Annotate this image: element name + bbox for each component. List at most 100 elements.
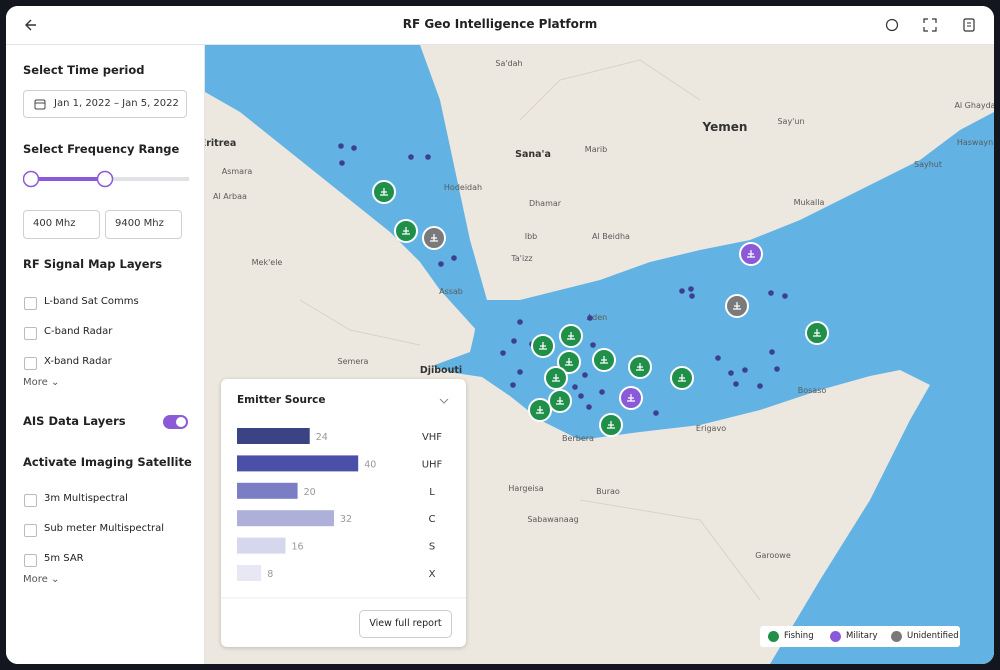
section-title: RF Signal Map Layers: [23, 257, 163, 271]
place-label: Al Beidha: [592, 232, 630, 241]
chat-button[interactable]: [885, 18, 899, 32]
signal-dot: [587, 315, 593, 321]
frequency-min[interactable]: 400 Mhz: [23, 210, 100, 239]
signal-dot: [689, 293, 695, 299]
marker-icon: [600, 356, 608, 364]
category-label: L: [429, 487, 435, 498]
border-lines: [299, 59, 761, 601]
checkbox[interactable]: [24, 554, 37, 567]
more-link[interactable]: More ⌄: [23, 574, 60, 585]
marker-icon: [627, 394, 635, 402]
checkbox[interactable]: [24, 297, 37, 310]
bar: [237, 482, 298, 499]
place-label: Yemen: [702, 120, 748, 134]
header: RF Geo Intelligence Platform: [6, 6, 994, 45]
more-link[interactable]: More ⌄: [23, 377, 60, 388]
section-title: Select Frequency Range: [23, 142, 180, 156]
marker-icon: [607, 421, 615, 429]
place-label: Sayhut: [914, 160, 942, 169]
marker-icon: [678, 374, 686, 382]
bar: [237, 510, 334, 527]
value-label: 20: [304, 487, 316, 498]
signal-dot: [742, 367, 748, 373]
legend-swatch: [768, 631, 779, 642]
checkbox-label: L-band Sat Comms: [44, 296, 139, 307]
signal-dot: [572, 384, 578, 390]
place-label: Burao: [596, 487, 620, 496]
signal-dot: [500, 350, 506, 356]
more-text: More: [23, 377, 48, 388]
marker-icon: [552, 374, 560, 382]
place-label: Al Ghayda: [954, 101, 994, 110]
category-label: X: [429, 569, 436, 580]
checkbox-label: 5m SAR: [44, 553, 84, 564]
view-report-button[interactable]: View full report: [359, 610, 452, 638]
bar: [237, 537, 286, 554]
marker-icon: [380, 188, 388, 196]
signal-dot: [451, 255, 457, 261]
signal-dot: [653, 410, 659, 416]
signal-dot: [688, 286, 694, 292]
signal-dot: [517, 369, 523, 375]
place-label: Semera: [338, 357, 369, 366]
bar: [237, 428, 310, 444]
gulf-of-aden: [432, 112, 994, 664]
place-label: Hodeidah: [444, 183, 482, 192]
signal-dot: [517, 319, 523, 325]
signal-dot: [408, 154, 414, 160]
marker-icon: [536, 406, 544, 414]
more-text: More: [23, 574, 48, 585]
place-label: Berbera: [562, 434, 594, 443]
marker-icon: [565, 358, 573, 366]
place-label: Ibb: [525, 232, 538, 241]
signal-dot: [733, 381, 739, 387]
emitter-source-panel: Emitter Source 24 VHF 40 UHF 20 L 32 C 16 S 8 X Vie…: [221, 379, 466, 647]
signal-dot: [599, 389, 605, 395]
value-label: 8: [267, 569, 273, 580]
map-legend: Fishing Military Unidentified: [760, 626, 960, 647]
checkbox[interactable]: [24, 494, 37, 507]
frequency-slider[interactable]: [23, 169, 189, 189]
date-picker[interactable]: Jan 1, 2022 – Jan 5, 2022: [23, 90, 187, 118]
marker-icon: [733, 302, 741, 310]
collapse-chevron[interactable]: [439, 398, 449, 404]
page-title: RF Geo Intelligence Platform: [402, 17, 598, 31]
bar: [237, 565, 262, 581]
signal-dot: [769, 349, 775, 355]
value-label: 24: [316, 432, 328, 443]
place-label: Asmara: [222, 167, 253, 176]
checkbox-label: Sub meter Multispectral: [44, 523, 165, 534]
signal-dot: [339, 160, 345, 166]
place-label: Haswayn: [957, 138, 993, 147]
report-button[interactable]: [962, 18, 976, 32]
ais-toggle[interactable]: [163, 415, 188, 429]
legend-swatch: [830, 631, 841, 642]
checkbox[interactable]: [24, 357, 37, 370]
place-label: Aden: [587, 313, 607, 322]
category-label: S: [429, 542, 435, 553]
place-label: Marib: [585, 145, 607, 154]
expand-button[interactable]: [923, 18, 937, 32]
marker-icon: [567, 332, 575, 340]
value-label: 16: [291, 542, 303, 553]
legend-label: Military: [846, 631, 878, 641]
calendar-icon: [34, 99, 46, 110]
place-label: Mukalla: [794, 198, 825, 207]
marker-icon: [430, 234, 438, 242]
signal-dot: [728, 370, 734, 376]
checkbox[interactable]: [24, 524, 37, 537]
frequency-max[interactable]: 9400 Mhz: [105, 210, 182, 239]
checkbox-label: C-band Radar: [44, 326, 113, 337]
place-label: Sana'a: [515, 149, 551, 160]
date-range: Jan 1, 2022 – Jan 5, 2022: [54, 98, 179, 109]
place-label: Say'un: [777, 117, 804, 126]
signal-dot: [582, 372, 588, 378]
signal-dot: [757, 383, 763, 389]
marker-icon: [556, 397, 564, 405]
checkbox-label: 3m Multispectral: [44, 493, 128, 504]
place-label: Mek'ele: [252, 258, 283, 267]
back-button[interactable]: [24, 18, 38, 32]
section-title: AIS Data Layers: [23, 414, 126, 428]
checkbox[interactable]: [24, 327, 37, 340]
